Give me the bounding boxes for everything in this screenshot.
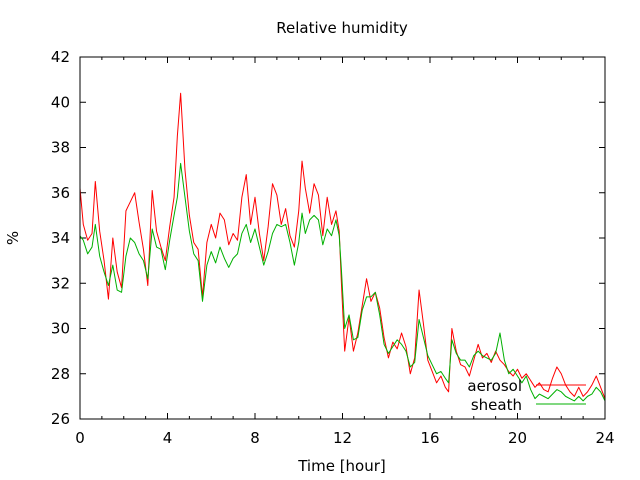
y-tick-label: 32	[51, 274, 70, 292]
y-tick-label: 40	[51, 93, 70, 111]
series-line-aerosol	[79, 92, 606, 399]
y-tick-label: 34	[51, 229, 70, 247]
x-tick-label: 20	[508, 429, 527, 447]
x-tick-label: 0	[75, 429, 85, 447]
y-axis-label: %	[4, 231, 22, 245]
axis-ticks: 26 28 30 32 34 36 38 40 42 0 4 8 12 16 20 24	[51, 48, 615, 447]
series-line-sheath	[79, 162, 606, 402]
x-tick-label: 4	[163, 429, 173, 447]
y-tick-label: 36	[51, 184, 70, 202]
y-tick-label: 30	[51, 320, 70, 338]
x-tick-label: 16	[420, 429, 439, 447]
y-tick-label: 26	[51, 410, 70, 428]
series-lines	[79, 92, 606, 402]
chart-title: Relative humidity	[276, 19, 408, 37]
y-tick-label: 42	[51, 48, 70, 66]
plot-frame	[79, 56, 606, 420]
legend-label-sheath: sheath	[471, 396, 522, 414]
legend-label-aerosol: aerosol	[467, 377, 522, 395]
y-tick-label: 28	[51, 365, 70, 383]
x-tick-label: 12	[333, 429, 352, 447]
x-tick-label: 8	[250, 429, 260, 447]
x-tick-label: 24	[595, 429, 614, 447]
x-axis-label: Time [hour]	[297, 457, 386, 475]
y-tick-label: 38	[51, 139, 70, 157]
legend: aerosol sheath	[467, 377, 586, 414]
